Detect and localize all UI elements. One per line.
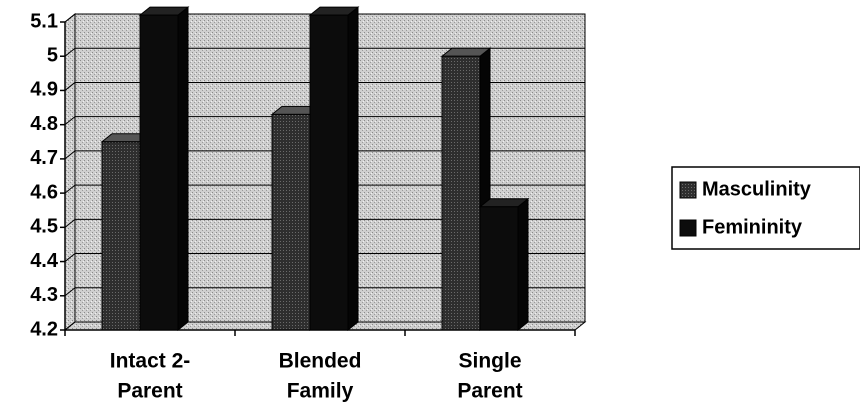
grid-line-side <box>64 184 76 194</box>
y-tick-label: 4.3 <box>30 284 58 306</box>
legend-swatch <box>679 219 697 237</box>
y-tick-label: 5 <box>47 45 58 67</box>
bar <box>441 55 481 331</box>
grid-line-side <box>64 82 76 91</box>
y-tick-label: 4.6 <box>30 181 58 203</box>
y-tick-label: 5.1 <box>30 10 58 32</box>
grid-line-side <box>64 321 76 331</box>
x-tick-label: Intact 2- <box>110 350 191 373</box>
grid-line-side <box>64 150 76 160</box>
y-tick-label: 4.8 <box>30 113 58 135</box>
grid-line-side <box>64 116 76 126</box>
x-tick-label: Blended <box>279 350 362 373</box>
y-tick-label: 4.7 <box>30 147 58 169</box>
grid-line-side <box>64 13 76 23</box>
y-tick-label: 4.9 <box>30 79 58 101</box>
y-tick-label: 4.2 <box>30 318 58 340</box>
x-tick-label: Parent <box>457 380 522 403</box>
bar <box>101 141 141 331</box>
plot-area: 4.2 4.3 4.4 4.5 4.6 4.7 4.8 4.9 5 5.1 Intact 2- Par… <box>30 6 587 403</box>
legend-label: Masculinity <box>702 178 812 200</box>
y-tick-label: 4.5 <box>30 216 58 238</box>
x-tick-label: Single <box>458 350 521 373</box>
bar <box>309 14 349 331</box>
grid-line-side <box>64 253 76 262</box>
y-tick-label: 4.4 <box>30 250 59 272</box>
bar <box>139 14 179 331</box>
legend-box <box>671 166 860 250</box>
x-tick-label: Parent <box>117 380 182 403</box>
grid-line-side <box>64 47 76 57</box>
bar-side <box>177 6 189 332</box>
bar-side <box>347 6 359 332</box>
legend-swatch <box>679 181 697 199</box>
x-tick-label: Family <box>287 380 354 403</box>
grid-line-side <box>64 287 76 297</box>
grid-line-side <box>64 218 76 228</box>
legend-label: Femininity <box>702 216 803 238</box>
side-wall <box>64 12 76 332</box>
bar <box>271 113 311 331</box>
bar-side <box>517 197 529 332</box>
bar <box>479 206 519 331</box>
